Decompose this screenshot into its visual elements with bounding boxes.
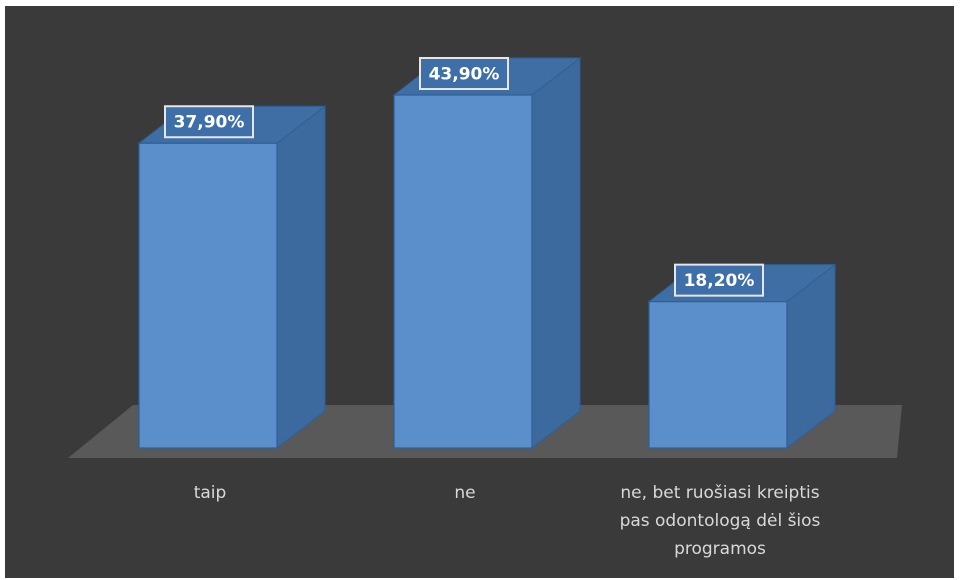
bar-side-face [276, 105, 326, 450]
category-label-line: programos [674, 539, 766, 559]
data-label-text: 18,20% [684, 271, 755, 291]
bar-1 [137, 105, 327, 450]
category-label-3: ne, bet ruošiasi kreiptis pas odontologą … [620, 483, 821, 559]
data-label-box [164, 105, 254, 139]
category-label-1: taip [194, 483, 227, 503]
bar-front-face [648, 301, 788, 449]
category-label-2: ne [454, 483, 475, 503]
data-label-3: 18,20% [674, 263, 764, 297]
bar-side-face [531, 56, 581, 450]
category-label-line: ne, bet ruošiasi kreiptis [620, 483, 819, 503]
data-label-text: 43,90% [429, 65, 500, 85]
category-label-line: ne [454, 483, 475, 503]
bar-front-face [393, 94, 533, 449]
data-label-box [419, 57, 509, 90]
data-label-1: 37,90% [164, 105, 254, 139]
data-label-box [674, 263, 764, 297]
bar-front-face [138, 142, 278, 449]
bar-2 [392, 56, 582, 450]
category-label-line: pas odontologą dėl šios [620, 511, 821, 531]
category-label-line: taip [194, 483, 227, 503]
data-label-2: 43,90% [419, 57, 509, 90]
data-label-text: 37,90% [174, 113, 245, 133]
